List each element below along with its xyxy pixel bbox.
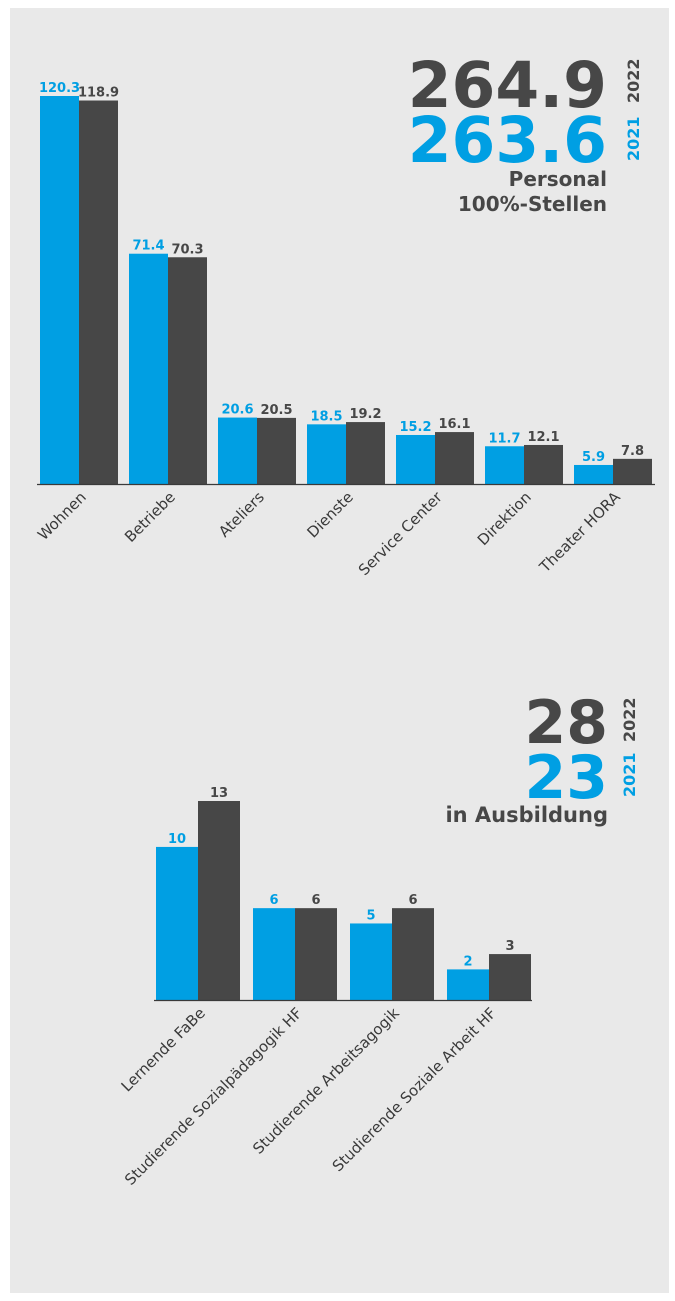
personal-year-2021: 2021 bbox=[624, 116, 643, 161]
ausbildung-year-2021: 2021 bbox=[620, 752, 639, 797]
ausbildung-category-label-lernende-fabe: Lernende FaBe bbox=[118, 1004, 209, 1095]
personal-total-2021: 263.6 bbox=[408, 104, 607, 177]
ausbildung-category-label-studierende-sozialpaedagogik-hf: Studierende Sozialpädagogik HF bbox=[121, 1004, 306, 1189]
ausbildung-value-label-studierende-sozialpaedagogik-hf-2021: 6 bbox=[269, 893, 278, 908]
ausbildung-bar-lernende-fabe-2022 bbox=[198, 801, 240, 1000]
personal-bar-betriebe-2021 bbox=[129, 253, 168, 484]
personal-bar-service-center-2022 bbox=[435, 432, 474, 484]
personal-bar-service-center-2021 bbox=[396, 434, 435, 484]
ausbildung-bar-studierende-arbeitsagogik-2022 bbox=[392, 908, 434, 1000]
personal-value-label-theater-hora-2021: 5.9 bbox=[582, 450, 605, 465]
personal-bar-betriebe-2022 bbox=[168, 257, 207, 484]
personal-bar-dienste-2021 bbox=[307, 424, 346, 484]
personal-value-label-dienste-2021: 18.5 bbox=[310, 409, 342, 424]
personal-bar-dienste-2022 bbox=[346, 422, 385, 484]
personal-year-2022: 2022 bbox=[624, 58, 643, 103]
ausbildung-value-label-studierende-arbeitsagogik-2022: 6 bbox=[408, 893, 417, 908]
ausbildung-bar-lernende-fabe-2021 bbox=[156, 846, 198, 1000]
infographic-panel: 264.9 2022 263.6 2021 Personal 100%-Stel… bbox=[10, 8, 669, 1293]
personal-category-label-service-center: Service Center bbox=[355, 488, 447, 580]
personal-category-label-ateliers: Ateliers bbox=[215, 488, 268, 541]
personal-headline: 264.9 2022 263.6 2021 Personal 100%-Stel… bbox=[408, 49, 643, 216]
personal-total-2022: 264.9 bbox=[408, 49, 607, 122]
personal-value-label-direktion-2022: 12.1 bbox=[527, 430, 559, 445]
personal-bar-wohnen-2022 bbox=[79, 100, 118, 484]
personal-label-line1: Personal bbox=[509, 167, 607, 191]
ausbildung-value-label-studierende-soziale-arbeit-hf-2022: 3 bbox=[505, 939, 514, 954]
ausbildung-label: in Ausbildung bbox=[445, 803, 608, 827]
ausbildung-bar-studierende-sozialpaedagogik-hf-2021 bbox=[253, 908, 295, 1000]
personal-category-label-betriebe: Betriebe bbox=[121, 488, 179, 546]
personal-value-label-wohnen-2022: 118.9 bbox=[78, 86, 119, 101]
ausbildung-bar-studierende-arbeitsagogik-2021 bbox=[350, 923, 392, 1000]
personal-bar-ateliers-2022 bbox=[257, 417, 296, 484]
personal-bar-theater-hora-2021 bbox=[574, 464, 613, 484]
personal-value-label-betriebe-2022: 70.3 bbox=[171, 242, 203, 257]
ausbildung-bar-studierende-soziale-arbeit-hf-2021 bbox=[447, 969, 489, 1000]
personal-category-label-dienste: Dienste bbox=[304, 488, 357, 541]
infographic-svg: 264.9 2022 263.6 2021 Personal 100%-Stel… bbox=[34, 49, 655, 1189]
personal-bar-wohnen-2021 bbox=[40, 96, 79, 484]
personal-category-label-theater-hora: Theater HORA bbox=[535, 488, 624, 577]
ausbildung-headline: 28 2022 23 2021 in Ausbildung bbox=[445, 688, 639, 827]
personal-value-label-ateliers-2021: 20.6 bbox=[221, 403, 253, 418]
personal-label-line2: 100%-Stellen bbox=[458, 192, 607, 216]
ausbildung-value-label-studierende-soziale-arbeit-hf-2021: 2 bbox=[463, 954, 472, 969]
ausbildung-bar-studierende-soziale-arbeit-hf-2022 bbox=[489, 954, 531, 1000]
ausbildung-bar-chart: 10 13 Lernende FaBe 6 6 Studierende Sozialpäd… bbox=[118, 786, 532, 1189]
ausbildung-bar-studierende-sozialpaedagogik-hf-2022 bbox=[295, 908, 337, 1000]
personal-value-label-theater-hora-2022: 7.8 bbox=[621, 444, 644, 459]
ausbildung-total-2021: 23 bbox=[525, 743, 609, 813]
personal-value-label-ateliers-2022: 20.5 bbox=[260, 403, 292, 418]
personal-value-label-direktion-2021: 11.7 bbox=[488, 431, 520, 446]
personal-bar-direktion-2021 bbox=[485, 446, 524, 484]
ausbildung-year-2022: 2022 bbox=[620, 697, 639, 742]
personal-value-label-service-center-2022: 16.1 bbox=[438, 417, 470, 432]
ausbildung-value-label-lernende-fabe-2021: 10 bbox=[168, 832, 186, 847]
ausbildung-value-label-studierende-sozialpaedagogik-hf-2022: 6 bbox=[311, 893, 320, 908]
personal-value-label-service-center-2021: 15.2 bbox=[399, 420, 431, 435]
personal-bar-direktion-2022 bbox=[524, 444, 563, 484]
personal-category-label-wohnen: Wohnen bbox=[34, 488, 90, 544]
personal-value-label-betriebe-2021: 71.4 bbox=[132, 239, 164, 254]
personal-bar-ateliers-2021 bbox=[218, 417, 257, 484]
personal-value-label-dienste-2022: 19.2 bbox=[349, 407, 381, 422]
personal-value-label-wohnen-2021: 120.3 bbox=[39, 81, 80, 96]
personal-category-label-direktion: Direktion bbox=[474, 488, 535, 549]
ausbildung-total-2022: 28 bbox=[525, 688, 609, 758]
ausbildung-value-label-lernende-fabe-2022: 13 bbox=[210, 786, 228, 801]
ausbildung-value-label-studierende-arbeitsagogik-2021: 5 bbox=[366, 908, 375, 923]
ausbildung-category-label-studierende-soziale-arbeit-hf: Studierende Soziale Arbeit HF bbox=[329, 1004, 500, 1175]
personal-bar-theater-hora-2022 bbox=[613, 458, 652, 484]
